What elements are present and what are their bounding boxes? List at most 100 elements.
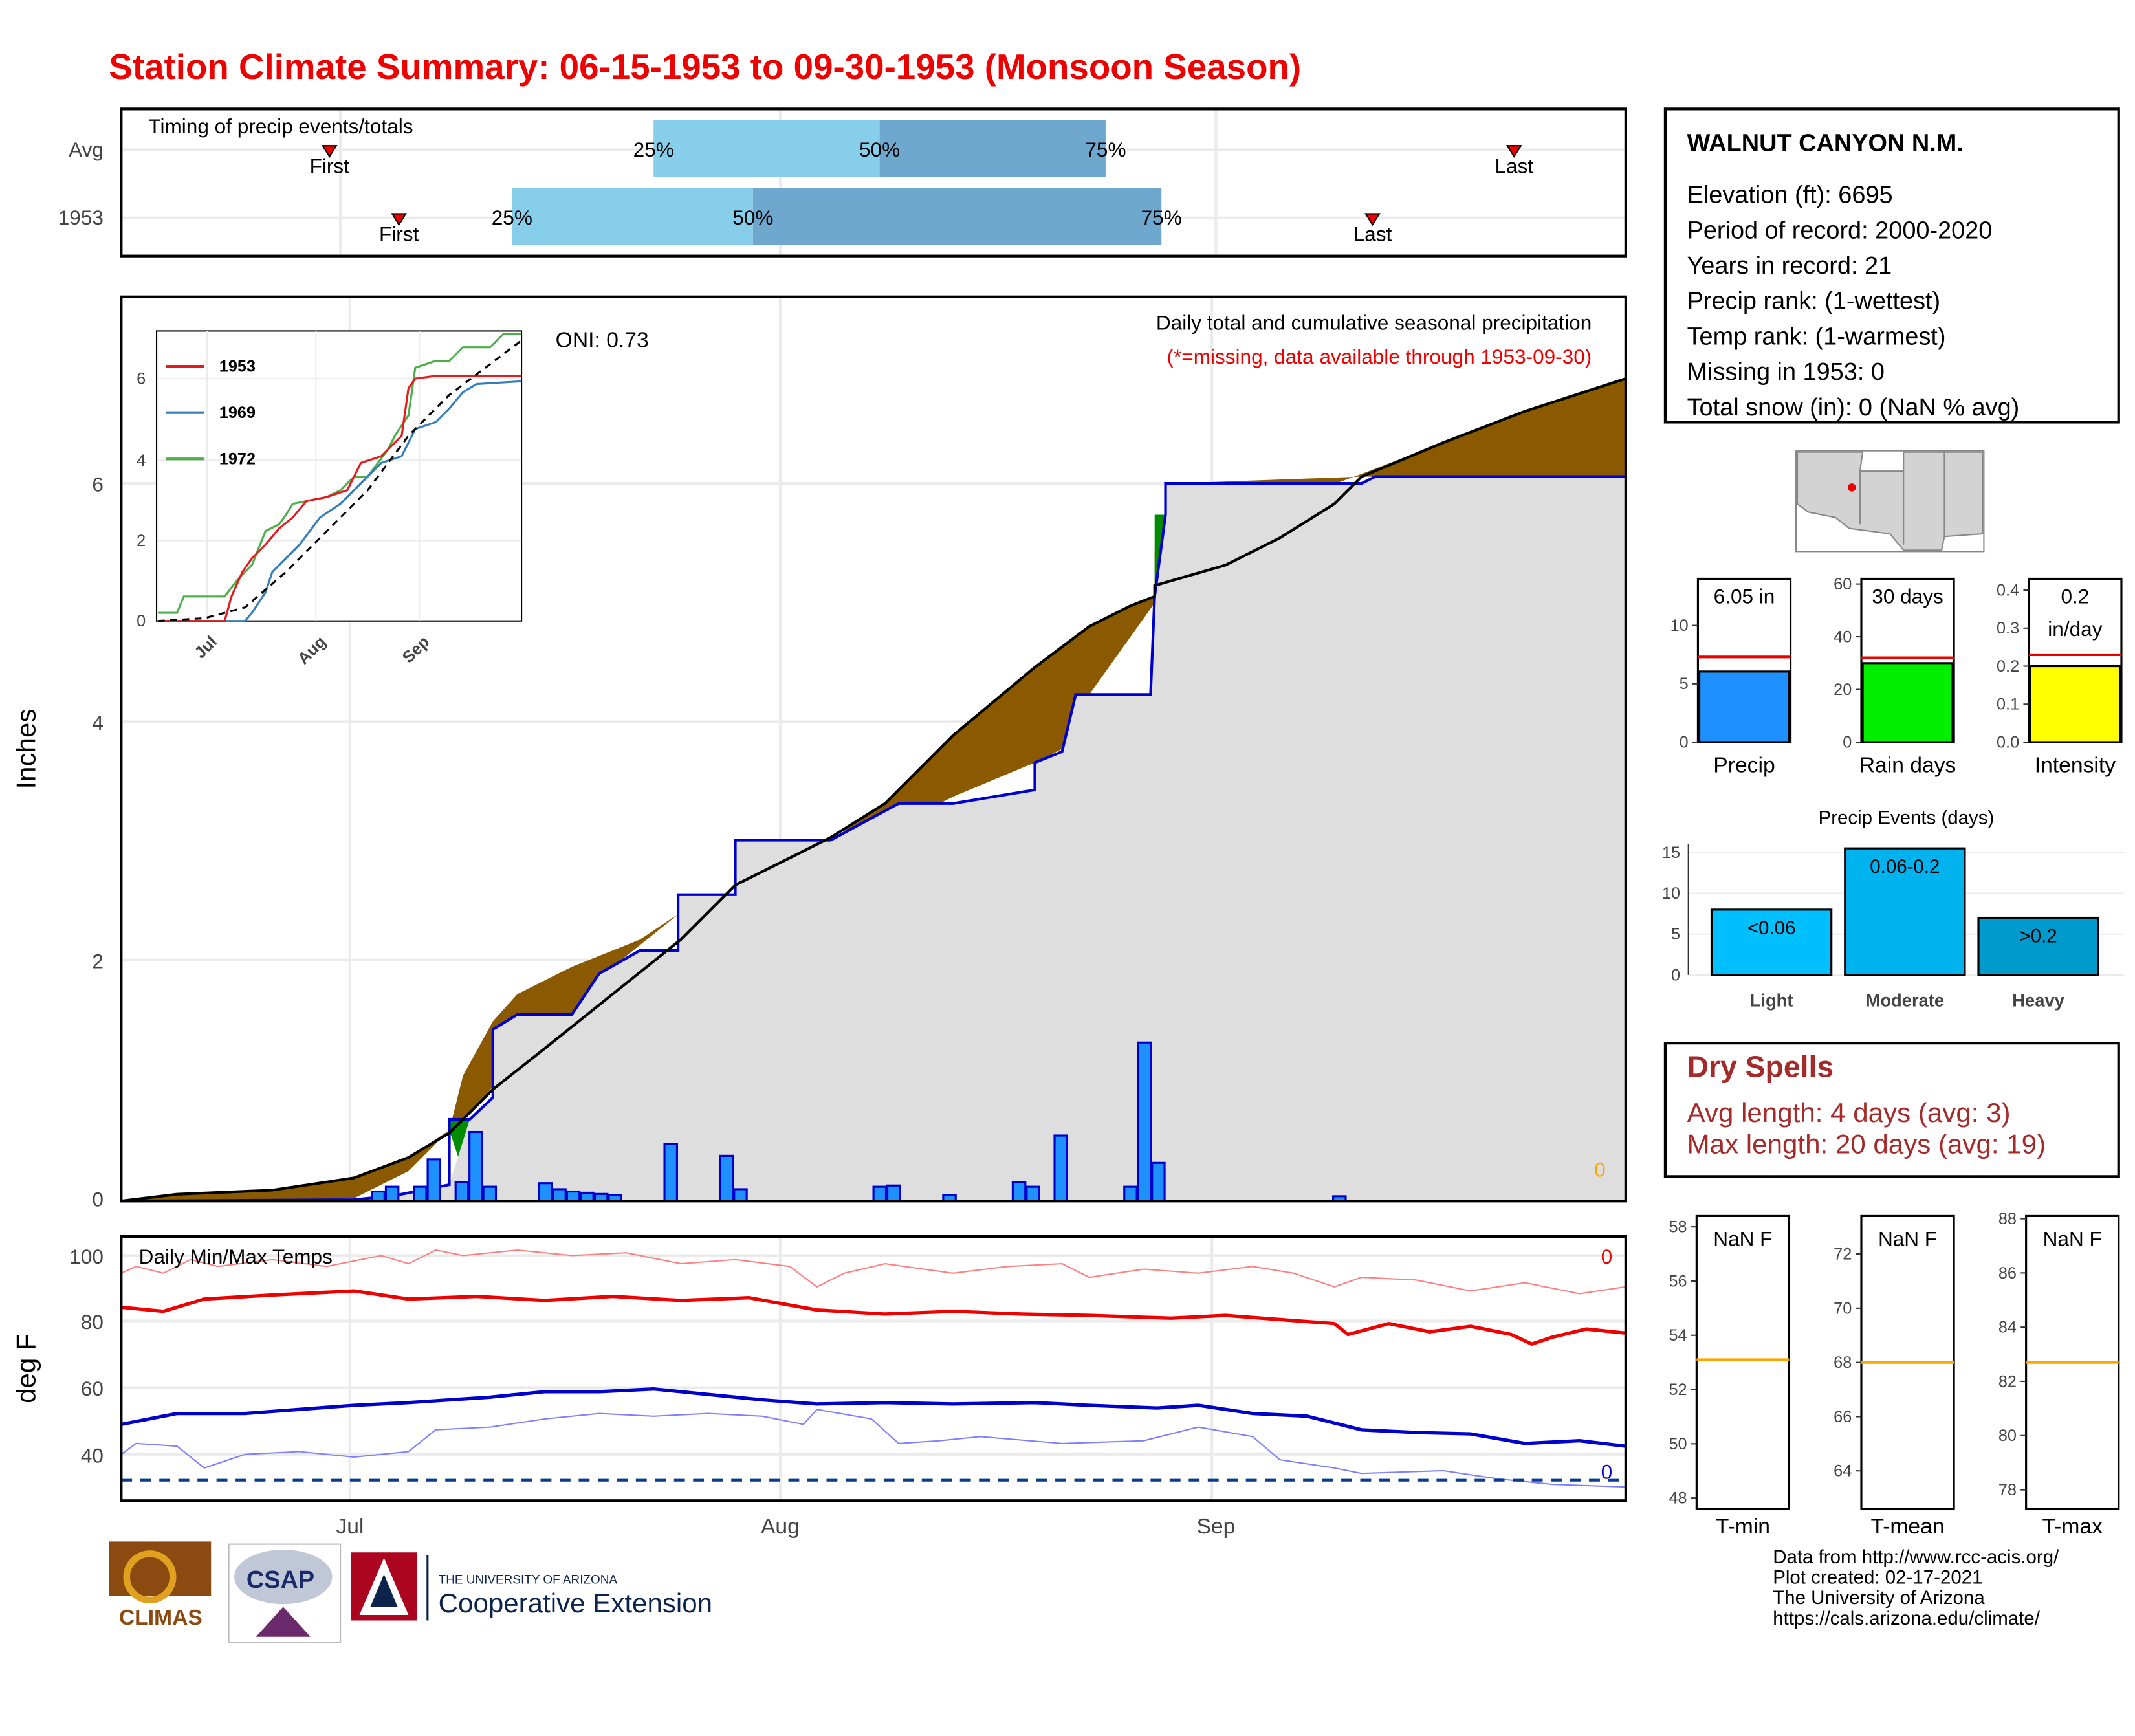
yr-first-marker <box>391 213 408 226</box>
yr-25-50-bar <box>512 188 753 245</box>
precip-bar-1953-08-27 <box>1137 1041 1152 1202</box>
dry-spells-box: Dry Spells Avg length: 4 days (avg: 3) M… <box>1663 1042 2120 1178</box>
svg-text:10: 10 <box>1670 617 1689 635</box>
main-ylabel: Inches <box>11 709 41 789</box>
temp-box-label-2: T-max <box>2042 1515 2103 1539</box>
timing-label: Timing of precip events/totals <box>148 115 413 138</box>
credit-data-source: Data from http://www.rcc-acis.org/ <box>1773 1545 2059 1568</box>
svg-text:48: 48 <box>1669 1489 1687 1508</box>
precip-bar-1953-08-21 <box>1053 1134 1068 1202</box>
svg-text:5: 5 <box>1680 675 1689 693</box>
info-missing: Missing in 1953: 0 <box>1687 358 1885 386</box>
yr-last-marker <box>1364 213 1381 226</box>
yr-last-label: Last <box>1353 223 1392 246</box>
avg-last-label: Last <box>1494 154 1533 177</box>
events-title: Precip Events (days) <box>1819 807 1995 828</box>
precip-bar-1953-07-16 <box>552 1188 567 1203</box>
temp-box-0 <box>1695 1214 1791 1510</box>
svg-text:84: 84 <box>1998 1319 2017 1337</box>
station-name: WALNUT CANYON N.M. <box>1687 129 1964 157</box>
svg-text:40: 40 <box>1834 628 1852 646</box>
cumulative-avg-line <box>121 377 1626 1203</box>
svg-text:0: 0 <box>1671 966 1680 984</box>
summary-label-2: Intensity <box>2035 753 2116 777</box>
svg-text:NaN F: NaN F <box>1713 1227 1772 1251</box>
precip-bar-1953-07-17 <box>565 1190 581 1202</box>
oni-label: ONI: 0.73 <box>556 329 649 353</box>
info-precip-rank: Precip rank: (1-wettest) <box>1687 287 1941 315</box>
yr-p25-label: 25% <box>492 206 532 229</box>
svg-text:4: 4 <box>137 452 146 470</box>
avg-50-75-bar <box>879 120 1106 177</box>
info-temp-rank: Temp rank: (1-warmest) <box>1687 322 1946 350</box>
svg-text:>0.2: >0.2 <box>2020 925 2057 947</box>
dry-max-length: Max length: 20 days (avg: 19) <box>1687 1130 2046 1161</box>
svg-text:100: 100 <box>69 1245 104 1268</box>
precip-bar-1953-08-18 <box>1011 1181 1027 1202</box>
svg-text:56: 56 <box>1669 1272 1687 1290</box>
credit-url: https://cals.arizona.edu/climate/ <box>1773 1607 2040 1629</box>
svg-text:Cooperative Extension: Cooperative Extension <box>439 1588 712 1618</box>
svg-text:64: 64 <box>1834 1462 1852 1480</box>
svg-text:80: 80 <box>81 1310 104 1334</box>
svg-text:<0.06: <0.06 <box>1747 917 1796 939</box>
svg-text:86: 86 <box>1998 1264 2017 1282</box>
precip-bar-1953-07-03 <box>371 1190 386 1202</box>
svg-text:40: 40 <box>81 1444 104 1467</box>
avg-first-marker <box>321 145 338 159</box>
info-snow: Total snow (in): 0 (NaN % avg) <box>1687 393 2020 421</box>
svg-text:0.06-0.2: 0.06-0.2 <box>1870 856 1940 877</box>
svg-text:Light: Light <box>1750 990 1793 1010</box>
info-period: Period of record: 2000-2020 <box>1687 216 1993 244</box>
summary-value-2: 0.2 <box>2061 584 2089 608</box>
missing-count: 0 <box>1594 1158 1606 1181</box>
credits: Data from http://www.rcc-acis.org/ Plot … <box>1773 1545 2059 1629</box>
ytick-2: 2 <box>92 949 104 972</box>
ua-logo: THE UNIVERSITY OF ARIZONA Cooperative Ex… <box>351 1552 712 1621</box>
svg-text:70: 70 <box>1834 1299 1852 1317</box>
svg-text:6: 6 <box>137 369 146 388</box>
timing-panel: Timing of precip events/totals Avg 1953 … <box>58 107 1627 258</box>
svg-text:NaN F: NaN F <box>1878 1227 1937 1251</box>
tmax-missing: 0 <box>1601 1245 1613 1268</box>
avg-p75-label: 75% <box>1085 138 1126 161</box>
precip-bar-1953-08-28 <box>1151 1161 1166 1202</box>
ytick-0: 0 <box>92 1188 104 1211</box>
summary-bar-2 <box>2029 665 2121 743</box>
temp-summary-boxes: NaN F T-min 48 50 52 54 56 58 NaN F T-mean 64 66 68 7… <box>1669 1210 2120 1539</box>
svg-text:15: 15 <box>1662 844 1680 862</box>
precip-bar-1953-07-06 <box>413 1185 428 1202</box>
precip-bar-1953-07-07 <box>426 1158 441 1202</box>
svg-text:80: 80 <box>1998 1427 2017 1445</box>
precip-bar-1953-07-11 <box>482 1185 498 1202</box>
svg-text:Jul: Jul <box>191 633 221 663</box>
svg-text:Sep: Sep <box>399 633 433 667</box>
svg-text:THE UNIVERSITY OF ARIZONA: THE UNIVERSITY OF ARIZONA <box>439 1574 618 1587</box>
main-yticks: 0 2 4 6 <box>92 473 104 1211</box>
svg-text:0: 0 <box>1680 733 1689 751</box>
temp-box-label-1: T-mean <box>1870 1515 1944 1539</box>
svg-text:2: 2 <box>137 532 146 550</box>
svg-text:58: 58 <box>1669 1218 1687 1236</box>
cumulative-1953-fill <box>121 476 1626 1202</box>
svg-text:60: 60 <box>81 1377 104 1400</box>
cumulative-1953-line <box>121 475 1626 1203</box>
precip-bar-1953-07-24 <box>663 1143 678 1202</box>
temp-box-label-0: T-min <box>1716 1515 1770 1539</box>
dry-avg-length: Avg length: 4 days (avg: 3) <box>1687 1099 2011 1129</box>
avg-25-50-bar <box>653 120 880 177</box>
svg-text:Heavy: Heavy <box>2012 990 2064 1010</box>
precip-bar-1953-07-10 <box>468 1130 483 1203</box>
svg-text:0: 0 <box>1843 733 1852 751</box>
summary-label-0: Precip <box>1713 753 1775 777</box>
svg-text:0: 0 <box>137 612 146 630</box>
precip-bar-1953-08-26 <box>1123 1185 1138 1202</box>
event-bar-moderate <box>1844 847 1966 976</box>
svg-text:52: 52 <box>1669 1381 1687 1399</box>
precip-bar-1953-07-09 <box>454 1181 470 1202</box>
inset-legend-1972: 1972 <box>219 450 256 468</box>
svg-text:88: 88 <box>1998 1210 2017 1228</box>
yr-50-75-bar <box>752 188 1162 245</box>
yr-p50-label: 50% <box>732 206 773 229</box>
row-avg-label: Avg <box>69 138 104 161</box>
